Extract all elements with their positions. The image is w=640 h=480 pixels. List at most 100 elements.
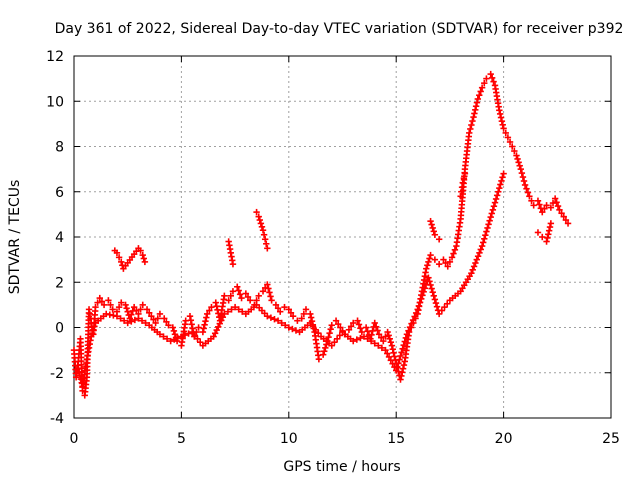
data-point [208, 303, 215, 311]
data-point-interp [427, 281, 434, 289]
data-point-interp [282, 322, 289, 329]
data-point-interp [181, 331, 189, 339]
data-point [167, 337, 174, 345]
data-point-interp [451, 246, 459, 254]
data-point [165, 322, 172, 329]
data-point-interp [546, 223, 554, 231]
data-point-interp [347, 323, 355, 330]
data-point [152, 319, 159, 327]
data-point [161, 315, 168, 322]
data-point [156, 310, 164, 318]
data-point-interp [498, 177, 505, 185]
data-point [255, 213, 262, 220]
data-point-interp [558, 210, 565, 217]
data-point-interp [287, 309, 295, 316]
data-point-interp [415, 302, 423, 310]
data-point-interp [497, 114, 505, 121]
data-point-interp [424, 262, 431, 269]
data-point [448, 254, 456, 261]
data-point [255, 292, 262, 300]
data-point-interp [331, 339, 338, 346]
data-point [468, 270, 475, 277]
data-point-interp [75, 368, 83, 376]
data-point-interp [128, 311, 135, 318]
data-point [238, 294, 245, 302]
data-point-interp [385, 353, 393, 361]
data-point [199, 328, 207, 336]
data-point [435, 236, 443, 243]
data-point-interp [469, 266, 476, 274]
data-point-interp [333, 335, 341, 343]
x-tick-label: 20 [495, 431, 513, 447]
data-point-interp [477, 88, 484, 95]
data-point-interp [389, 346, 396, 353]
data-point-interp [202, 317, 209, 325]
data-point [425, 274, 432, 281]
data-point [195, 324, 202, 331]
data-point-interp [397, 352, 404, 360]
data-point-interp [506, 138, 514, 146]
data-point-interp [495, 188, 502, 195]
data-point [328, 342, 335, 349]
data-point [137, 247, 144, 254]
data-point [259, 288, 267, 295]
data-point [221, 292, 228, 300]
data-point [513, 152, 520, 159]
data-point-interp [401, 338, 408, 345]
data-point-interp [408, 320, 415, 327]
data-point-interp [137, 306, 144, 313]
data-point-interp [227, 292, 235, 300]
data-point-interp [460, 174, 468, 182]
data-point [521, 181, 529, 189]
data-point-interp [133, 307, 140, 314]
data-point [543, 202, 550, 209]
data-point-interp [496, 184, 503, 192]
data-point-interp [400, 341, 407, 349]
data-point [534, 229, 542, 236]
data-point-interp [372, 323, 380, 330]
data-point-interp [322, 344, 329, 352]
data-point [360, 333, 368, 340]
data-point-interp [409, 316, 417, 324]
data-point [253, 208, 260, 216]
data-point-interp [554, 202, 562, 210]
data-point-interp [419, 292, 426, 299]
data-point-interp [492, 195, 500, 203]
data-point-interp [98, 298, 106, 305]
data-point-interp [187, 317, 195, 324]
data-point [547, 204, 555, 211]
data-point-interp [235, 306, 242, 313]
data-point-interp [514, 155, 521, 163]
data-point-interp [309, 323, 317, 330]
data-point-interp [476, 92, 483, 99]
data-point [496, 107, 503, 114]
data-point-interp [211, 330, 219, 337]
data-point [461, 170, 469, 177]
data-point-interp [481, 235, 488, 243]
data-point-interp [244, 293, 252, 301]
data-point-interp [160, 333, 167, 340]
data-point-interp [150, 316, 157, 323]
data-point [307, 310, 314, 318]
data-point [302, 306, 310, 313]
data-point-interp [428, 221, 435, 228]
data-point-interp [400, 361, 408, 369]
data-point-interp [203, 314, 210, 321]
y-tick-label: -2 [50, 366, 64, 382]
data-point-interp [483, 228, 490, 235]
data-point-interp [520, 177, 528, 185]
data-point [375, 331, 383, 338]
data-point [500, 125, 507, 132]
data-point-interp [174, 334, 182, 342]
data-point-interp [385, 332, 392, 339]
data-point [478, 84, 486, 91]
data-point [242, 290, 250, 297]
data-point-interp [428, 285, 435, 292]
data-point-interp [399, 369, 406, 376]
data-point-interp [335, 320, 342, 328]
data-point [478, 242, 486, 250]
data-point [440, 256, 447, 263]
data-point-interp [479, 239, 487, 246]
data-point [178, 333, 185, 340]
data-point [261, 236, 269, 243]
